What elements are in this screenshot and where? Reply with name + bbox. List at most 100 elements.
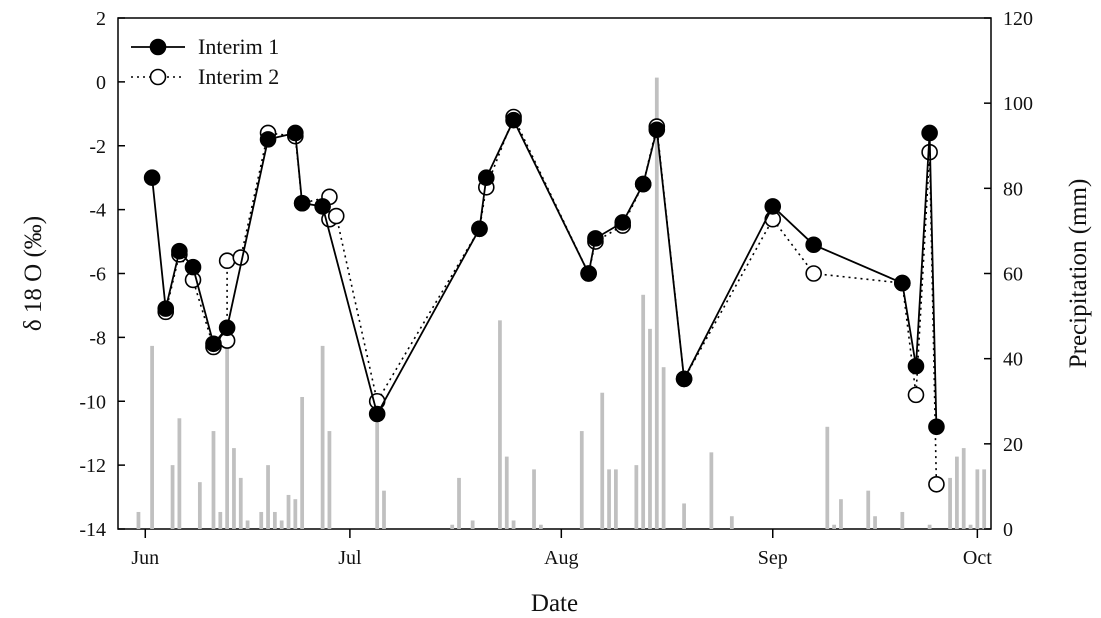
precipitation-bar <box>866 490 871 529</box>
series-point <box>648 121 666 139</box>
y-left-tick-label: 0 <box>96 72 106 94</box>
precipitation-bar <box>538 524 543 529</box>
series-point <box>580 265 597 282</box>
precipitation-bar <box>948 477 952 529</box>
precipitation-bar <box>327 431 332 529</box>
y-left-axis-title: δ 18 O (‰) <box>20 216 47 331</box>
y-right-tick-label: 40 <box>1003 349 1023 371</box>
precipitation-bar <box>286 494 291 529</box>
y-left-tick-label: 2 <box>96 8 106 30</box>
y-right-tick-label: 120 <box>1003 8 1033 30</box>
y-left-tick-label: -10 <box>79 391 106 413</box>
legend: Interim 1 Interim 2 <box>131 34 279 89</box>
precipitation-bar <box>975 469 980 529</box>
precipitation-bar <box>968 524 973 529</box>
precipitation-bar <box>293 499 298 529</box>
precipitation-bar <box>982 469 987 529</box>
y-right-tick-label: 20 <box>1003 434 1023 456</box>
y-left-tick-label: -12 <box>79 455 106 477</box>
plot-area <box>117 17 992 530</box>
precipitation-bar <box>238 477 243 529</box>
series-point <box>259 131 277 148</box>
series-point <box>587 230 604 247</box>
series-point <box>471 220 488 238</box>
x-tick-label: Jul <box>338 547 362 569</box>
series-point <box>805 265 822 282</box>
series-point <box>921 124 938 142</box>
precipitation-bar <box>197 482 202 529</box>
precipitation-bar <box>470 520 475 529</box>
precipitation-bar <box>300 396 305 529</box>
x-tick-label: Aug <box>544 547 578 569</box>
series-point <box>928 418 945 436</box>
precipitation-bar <box>709 452 714 529</box>
y-right-tick-label: 100 <box>1003 93 1033 115</box>
series-line <box>164 114 938 485</box>
series-point <box>675 370 693 388</box>
precipitation-bars <box>136 77 987 529</box>
y-left-tick-label: -4 <box>89 200 106 222</box>
series-point <box>634 175 652 193</box>
x-tick-label: Oct <box>963 547 992 569</box>
precipitation-bar <box>279 520 284 529</box>
series-point <box>894 274 911 292</box>
precipitation-bar <box>873 516 877 529</box>
precipitation-bar <box>634 465 639 529</box>
precipitation-bar <box>218 511 223 529</box>
precipitation-bar <box>232 448 236 529</box>
precipitation-bar <box>211 431 216 529</box>
precipitation-bar <box>607 469 611 529</box>
series-point <box>171 242 188 260</box>
precipitation-bar <box>832 524 837 529</box>
series-1 <box>143 111 945 436</box>
series-point <box>907 357 925 375</box>
precipitation-bar <box>245 520 250 529</box>
precipitation-bar <box>225 333 230 529</box>
series-point <box>205 335 222 353</box>
precipitation-bar <box>382 490 386 529</box>
precipitation-bar <box>375 422 380 529</box>
y-left-tick-label: -8 <box>89 327 106 349</box>
series-point <box>184 258 202 276</box>
y-right-tick-label: 60 <box>1003 264 1023 286</box>
precipitation-bar <box>450 524 455 529</box>
y-left-tick-label: -2 <box>89 136 106 158</box>
y-left-tick-label: -14 <box>79 519 106 541</box>
precipitation-bar <box>320 345 325 529</box>
y-left-tick-label: -6 <box>89 264 106 286</box>
precipitation-bar <box>900 511 905 529</box>
precipitation-bar <box>272 511 277 529</box>
series-point <box>805 236 822 254</box>
series-point <box>327 207 345 225</box>
series-point <box>764 198 782 215</box>
series-point <box>907 386 925 404</box>
precipitation-bar <box>955 456 959 529</box>
precipitation-bar <box>839 499 843 529</box>
series-point <box>928 475 945 493</box>
series-point <box>477 169 495 186</box>
precipitation-bar <box>961 448 966 529</box>
series-point <box>293 194 311 212</box>
precipitation-bar <box>498 320 502 529</box>
precipitation-bar <box>532 469 536 529</box>
legend-marker <box>149 38 167 56</box>
series-point <box>505 111 522 129</box>
precipitation-bar <box>177 418 182 529</box>
precipitation-bar <box>259 511 264 529</box>
precipitation-bar <box>661 367 666 529</box>
precipitation-bar <box>150 345 154 529</box>
precipitation-bar <box>682 503 686 529</box>
precipitation-bar <box>614 469 618 529</box>
series-point <box>368 405 386 423</box>
precipitation-bar <box>825 426 830 529</box>
x-tick-label: Sep <box>758 547 788 569</box>
series-point <box>157 300 175 317</box>
x-tick-label: Jun <box>131 547 159 569</box>
precipitation-bar <box>136 511 141 529</box>
precipitation-bar <box>579 431 584 529</box>
precipitation-bar <box>927 524 932 529</box>
precipitation-bar <box>654 77 659 529</box>
